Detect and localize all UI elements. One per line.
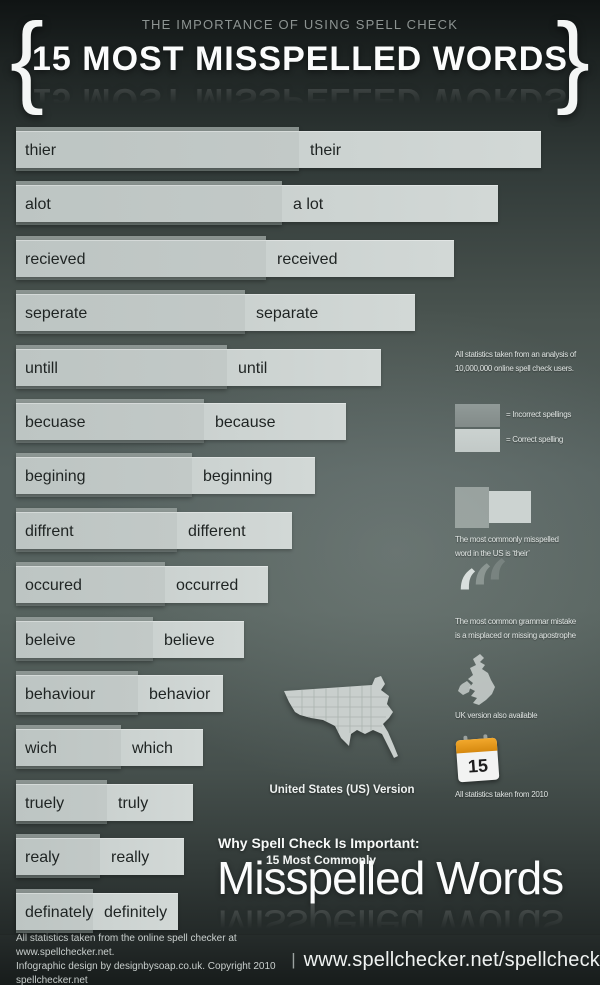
correct-word-label: definitely bbox=[104, 904, 168, 921]
correct-word-label: truly bbox=[118, 795, 149, 812]
header-subtitle: THE IMPORTANCE OF USING SPELL CHECK bbox=[141, 17, 459, 32]
correct-bar bbox=[16, 893, 178, 930]
bar-row: behaviour behavior bbox=[16, 671, 584, 715]
correct-bar bbox=[16, 294, 415, 331]
footer-credit-line1: All statistics taken from the online spe… bbox=[16, 933, 237, 958]
incorrect-word-label: becuase bbox=[25, 414, 86, 431]
incorrect-word-label: occured bbox=[25, 577, 82, 594]
correct-word-label: because bbox=[215, 414, 276, 431]
bar-row: untill until bbox=[16, 345, 584, 389]
incorrect-word-label: definately bbox=[25, 904, 94, 921]
calendar-icon: 15 bbox=[455, 734, 500, 783]
incorrect-word-label: beleive bbox=[25, 632, 76, 649]
us-map-caption: United States (US) Version bbox=[269, 784, 415, 796]
correct-bar bbox=[16, 185, 498, 222]
bar-row: diffrent different bbox=[16, 508, 584, 552]
footer-divider: | bbox=[291, 950, 296, 969]
stats-note: All statistics taken from an analysis of… bbox=[455, 348, 576, 375]
correct-word-label: separate bbox=[256, 305, 319, 322]
incorrect-word-label: seperate bbox=[25, 305, 88, 322]
most-misspelled-note-line1: The most commonly misspelled bbox=[455, 535, 559, 544]
most-commonly-subheading: 15 Most Commonly bbox=[266, 853, 377, 867]
bar-row: occured occurred bbox=[16, 562, 584, 606]
bar-row: definately definitely bbox=[16, 889, 584, 933]
stats-note-line1: All statistics taken from an analysis of bbox=[455, 350, 576, 359]
misspelled-words-heading: Misspelled Words bbox=[217, 852, 564, 904]
correct-bar bbox=[16, 512, 292, 549]
calendar-note: All statistics taken from 2010 bbox=[455, 790, 548, 799]
grammar-note-line1: The most common grammar mistake bbox=[455, 617, 576, 626]
us-map-icon bbox=[284, 676, 398, 758]
legend-correct-swatch bbox=[455, 429, 500, 452]
correct-bar bbox=[16, 729, 203, 766]
bar-row: beleive believe bbox=[16, 617, 584, 661]
correct-bar bbox=[16, 621, 244, 658]
correct-bar bbox=[16, 838, 184, 875]
why-spellcheck-heading: Why Spell Check Is Important: bbox=[218, 835, 420, 851]
correct-word-label: a lot bbox=[293, 196, 324, 213]
incorrect-word-label: recieved bbox=[25, 251, 86, 268]
footer-credit-line2: Infographic design by designbysoap.co.uk… bbox=[16, 961, 276, 985]
footer-url-link[interactable]: www.spellchecker.net/spellcheck bbox=[303, 948, 600, 971]
correct-bar bbox=[16, 240, 454, 277]
correct-bar bbox=[16, 784, 193, 821]
grammar-note: The most common grammar mistake is a mis… bbox=[455, 615, 576, 642]
uk-map-icon bbox=[458, 654, 495, 705]
stats-note-line2: 10,000,000 online spell check users. bbox=[455, 363, 574, 373]
uk-version-note: UK version also available bbox=[455, 711, 538, 720]
bar-row: realy really bbox=[16, 834, 584, 878]
incorrect-word-label: behaviour bbox=[25, 686, 96, 703]
apostrophe-icon: ‘ ‘ ‘ bbox=[452, 543, 510, 653]
bar-row: alot a lot bbox=[16, 181, 584, 225]
correct-bar bbox=[16, 131, 541, 168]
legend-incorrect-label: = Incorrect spellings bbox=[506, 410, 572, 419]
misspelled-words-bar-chart: thier their alot a lot recieved received seper… bbox=[16, 127, 584, 937]
grammar-note-line2: is a misplaced or missing apostrophe bbox=[455, 630, 576, 640]
page-title: 15 MOST MISSPELLED WORDS bbox=[32, 40, 568, 78]
most-misspelled-note: The most commonly misspelled word in the… bbox=[455, 533, 559, 560]
incorrect-word-label: realy bbox=[25, 849, 60, 866]
incorrect-word-label: thier bbox=[25, 142, 57, 159]
correct-bar bbox=[16, 675, 223, 712]
calendar-day: 15 bbox=[467, 755, 489, 777]
correct-word-label: occurred bbox=[176, 577, 239, 594]
overlap-demo-correct-box bbox=[489, 491, 531, 523]
correct-word-label: really bbox=[111, 849, 150, 866]
incorrect-word-label: wich bbox=[25, 740, 58, 757]
footer-bar: All statistics taken from the online spe… bbox=[0, 932, 600, 985]
correct-word-label: which bbox=[132, 740, 173, 757]
correct-word-label: their bbox=[310, 142, 342, 159]
page-title-reflection: 15 MOST MISSPELLED WORDS bbox=[32, 81, 568, 119]
correct-word-label: believe bbox=[164, 632, 215, 649]
legend-correct-label: = Correct spelling bbox=[506, 435, 564, 444]
correct-word-label: behavior bbox=[149, 686, 211, 703]
legend-incorrect-swatch bbox=[455, 404, 500, 427]
bar-row: becuase because bbox=[16, 399, 584, 443]
incorrect-word-label: untill bbox=[25, 360, 58, 377]
footer-credits: All statistics taken from the online spe… bbox=[16, 932, 291, 985]
correct-word-label: beginning bbox=[203, 468, 273, 485]
bar-row: thier their bbox=[16, 127, 584, 171]
bar-row: begining beginning bbox=[16, 453, 584, 497]
correct-bar bbox=[16, 349, 381, 386]
bar-row: seperate separate bbox=[16, 290, 584, 334]
correct-word-label: different bbox=[188, 523, 246, 540]
incorrect-word-label: diffrent bbox=[25, 523, 74, 540]
left-brace-decoration: { bbox=[10, 2, 45, 116]
correct-bar bbox=[16, 403, 346, 440]
correct-bar bbox=[16, 566, 268, 603]
correct-bar bbox=[16, 457, 315, 494]
incorrect-word-label: alot bbox=[25, 196, 51, 213]
overlap-demo-incorrect-box bbox=[455, 487, 489, 528]
most-misspelled-note-line2: word in the US is ‘their’ bbox=[455, 548, 530, 558]
incorrect-word-label: truely bbox=[25, 795, 65, 812]
incorrect-word-label: begining bbox=[25, 468, 86, 485]
bar-row: wich which bbox=[16, 725, 584, 769]
bar-row: recieved received bbox=[16, 236, 584, 280]
bar-row: truely truly bbox=[16, 780, 584, 824]
correct-word-label: received bbox=[277, 251, 338, 268]
right-brace-decoration: } bbox=[555, 2, 590, 116]
correct-word-label: until bbox=[238, 360, 268, 377]
